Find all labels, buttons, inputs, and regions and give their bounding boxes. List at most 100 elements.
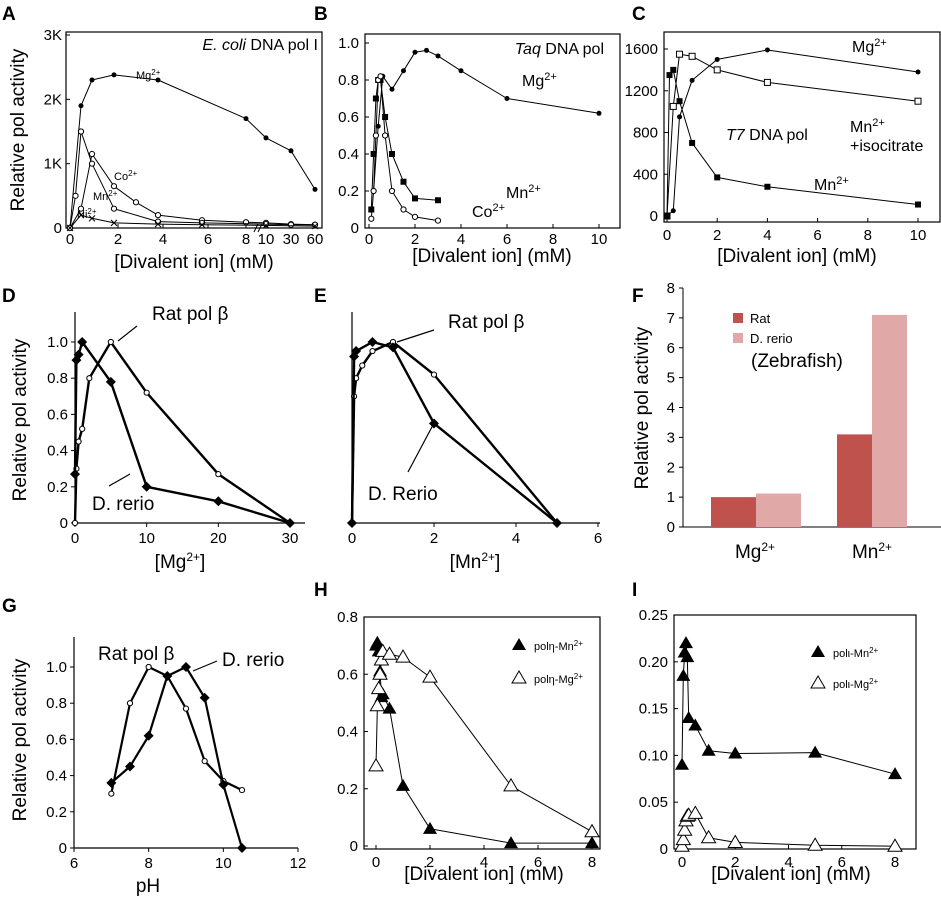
series-ni-point-6 [262, 222, 270, 229]
series-mn-point-1 [676, 668, 691, 681]
x-tick-label: 30 [283, 231, 300, 248]
series-mn-isocitrate-point-1 [669, 102, 677, 110]
series-mg-point-2 [89, 77, 95, 83]
series-drerio-point-2 [351, 346, 362, 357]
series-mg-point-6 [263, 135, 269, 141]
series-drerio-point-4 [105, 376, 116, 387]
y-tick-label: 1200 [625, 83, 658, 100]
series-mg-point-9 [503, 777, 519, 792]
panel-label-f: F [632, 286, 644, 307]
series-mg-point-8 [422, 669, 438, 683]
x-tick-label: 12 [290, 855, 307, 872]
y-tick-label: 0.10 [639, 747, 668, 764]
x-tick-label: 4 [784, 854, 792, 871]
label-rat: Rat pol β [152, 304, 228, 325]
series-mn-point-5 [681, 710, 696, 723]
series-mn-point-8 [423, 821, 437, 834]
series-co-point-1 [77, 205, 85, 212]
x-tick-label: 2 [713, 227, 721, 244]
x-tick-label: 0 [663, 227, 671, 244]
series-mn-point-1 [370, 635, 385, 648]
x-tick-label: 10 [910, 227, 927, 244]
series-mn-point-9 [504, 836, 518, 849]
x-tick-label: 6 [534, 854, 542, 871]
series-mn-point-4 [689, 139, 696, 146]
series-ni-point-3 [110, 219, 118, 227]
label-mg: Mg2+ [852, 37, 887, 56]
series-mg-point-8 [312, 186, 318, 192]
label-co: Co2+ [114, 169, 138, 184]
chart-title: Taq DNA pol [515, 41, 604, 58]
y-tick-label: 0.6 [47, 406, 68, 423]
series-co-point-7 [400, 206, 407, 213]
x-tick-label: 20 [210, 530, 227, 547]
x-tick-label: 6 [813, 227, 821, 244]
series-mn-point-1 [370, 151, 377, 157]
series-mg-point-2 [677, 114, 683, 120]
series-mg-point-1 [369, 697, 386, 712]
series-co-point-2 [88, 150, 96, 158]
x-tick-label: 6 [503, 231, 511, 248]
series-drerio-point-1 [125, 761, 135, 772]
series-rat-point-6 [430, 371, 438, 378]
y-tick-label: 2 [667, 459, 675, 476]
series-ni-point-5 [198, 221, 206, 229]
series-rat-point-5 [107, 338, 114, 346]
series-co-point-9 [434, 217, 442, 224]
x-tick-label: 10 [591, 231, 608, 248]
y-tick-label: 0.05 [639, 794, 668, 811]
series-mn-point-6 [764, 183, 771, 190]
x-axis-label: [Mg2+] [155, 550, 206, 573]
y-tick-label: 0 [59, 840, 67, 857]
series-mn-point-0 [664, 213, 670, 219]
label-mn: Mn2+ [93, 189, 118, 204]
pointer-drerio [192, 660, 218, 672]
x-tick-label: 8 [144, 855, 152, 872]
series-rat-point-7 [238, 786, 246, 794]
y-tick-label: 1600 [625, 41, 658, 58]
label-ni: Ni2+ [77, 207, 97, 222]
bar-rat-0 [711, 497, 756, 527]
series-mg-point-7 [700, 829, 717, 844]
series-rat-point-7 [215, 471, 222, 478]
series-ni-point-4 [154, 220, 162, 228]
chart-title: E. coli DNA pol I [202, 37, 318, 54]
series-mg-point-8 [727, 834, 744, 848]
series-mg-point-6 [381, 646, 398, 660]
series-mn-point-9 [435, 197, 441, 204]
series-mn-point-3 [88, 160, 96, 167]
panel-d: 0 10 20 30 0 0.2 0.4 0.6 0.8 1.0 [Mg2+] Relative po… [10, 304, 305, 573]
x-tick-label: 4 [763, 227, 771, 244]
series-mg-point-2 [676, 822, 693, 836]
panel-g: 6 8 10 12 0 0.2 0.4 0.6 0.8 1.0 pH Relative pol act… [10, 637, 306, 897]
x-tick-label: 6 [838, 854, 846, 871]
x-stroke [77, 211, 85, 219]
series-mg-point-7 [288, 148, 294, 154]
series-mg-point-7 [395, 649, 411, 663]
panel-label-a: A [2, 4, 16, 25]
legend-swatch-drerio [733, 333, 743, 343]
series-rat-point-3 [79, 425, 86, 432]
series-rat-point-0 [71, 519, 79, 527]
x-tick-label: 30 [282, 530, 299, 547]
legend-label-mg: polι-Mg2+ [833, 677, 879, 692]
category-label: Mg2+ [735, 540, 775, 563]
y-tick-label: 0.15 [639, 701, 668, 718]
x-tick-label: 0 [348, 530, 356, 547]
series-mn-point-2 [372, 95, 379, 102]
y-tick-label: 0.2 [46, 804, 67, 821]
x-tick-label: 2 [430, 530, 438, 547]
series-mg-point-9 [807, 837, 823, 851]
series-mn-point-4 [680, 650, 695, 663]
legend-marker-mg [810, 675, 826, 689]
series-mg-point-10 [887, 838, 903, 852]
panel-b-frame [364, 33, 621, 229]
bar-drerio-0 [756, 493, 801, 527]
x-tick-label: 2 [114, 231, 122, 248]
y-tick-label: 0.8 [338, 72, 359, 89]
panel-letters: A B C D E F G H I [2, 4, 646, 617]
y-tick-label: 1.0 [338, 35, 359, 52]
label-mn-iso: Mn2+ [850, 117, 885, 136]
x-tick-label: 2 [426, 854, 434, 871]
